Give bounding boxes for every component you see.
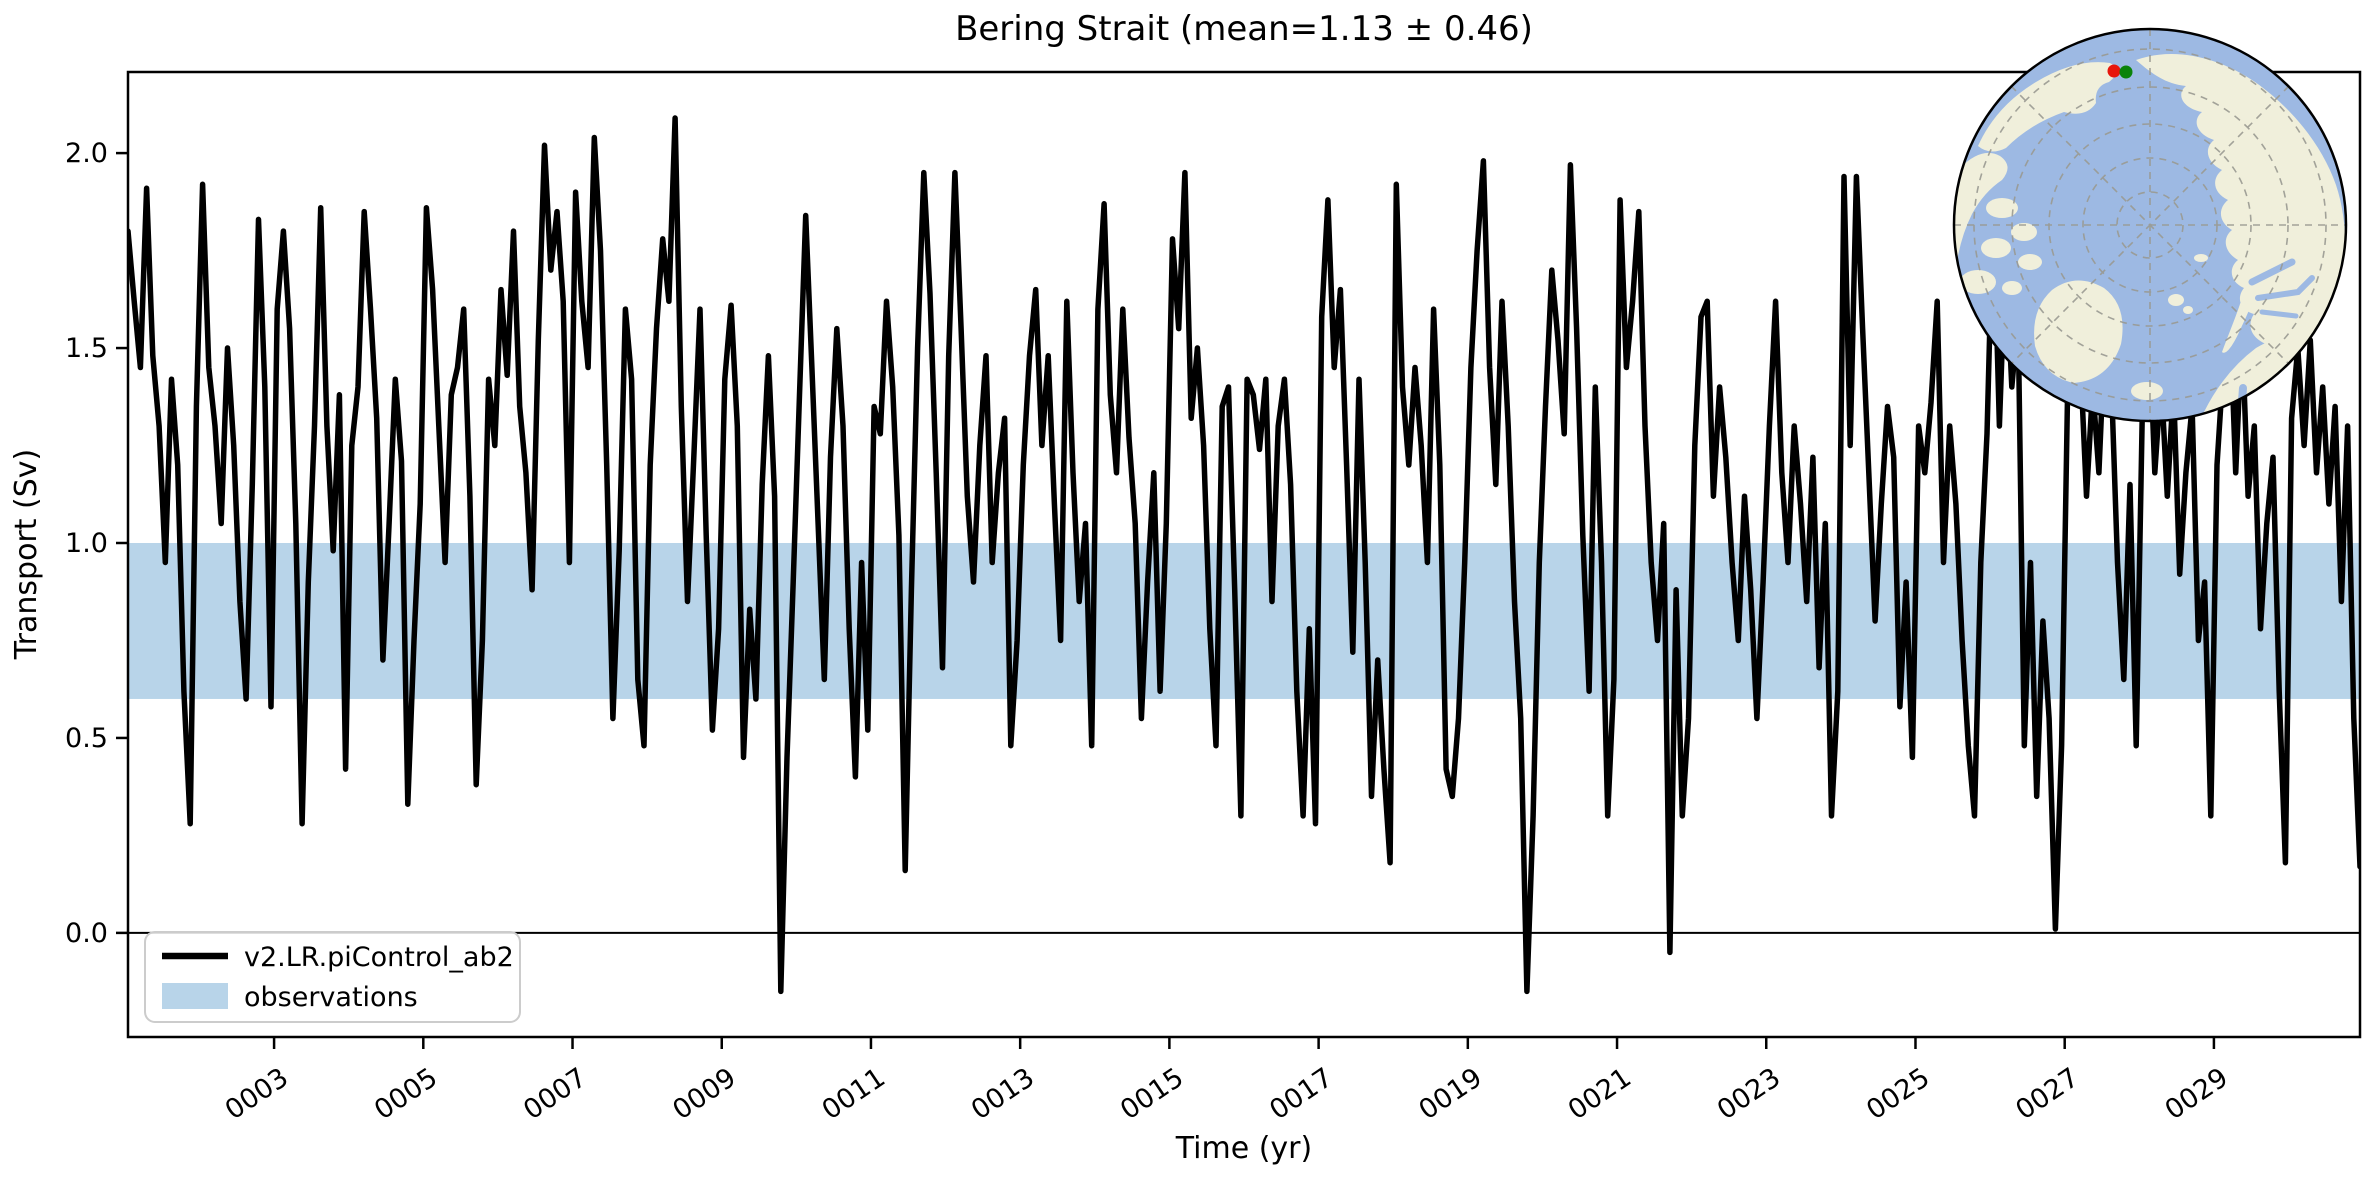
chart-title: Bering Strait (mean=1.13 ± 0.46)	[955, 9, 1533, 49]
x-axis-label: Time (yr)	[1175, 1131, 1312, 1166]
axes-frame	[126, 70, 2362, 1039]
y-tick-label: 0.0	[65, 918, 108, 949]
land-canada	[1954, 152, 2008, 300]
land-island	[1960, 270, 1996, 294]
land-island	[2200, 122, 2210, 128]
legend-box	[144, 931, 521, 1023]
y-tick-label: 1.0	[65, 528, 108, 559]
y-tick-label: 2.0	[65, 138, 108, 169]
strait-location-markers	[2107, 64, 2133, 79]
land-iceland	[2131, 382, 2163, 400]
bering-strait-marker-observation-location	[2119, 65, 2133, 79]
legend: v2.LR.piControl_ab2 observations	[144, 931, 521, 1023]
land-island	[1986, 198, 2018, 218]
land-island	[1981, 238, 2011, 258]
y-tick-label: 1.5	[65, 333, 108, 364]
land-greenland	[2034, 280, 2123, 383]
legend-patch-sample	[162, 983, 228, 1009]
legend-label-model: v2.LR.piControl_ab2	[244, 942, 514, 973]
arctic-inset-map	[1952, 27, 2348, 423]
land-alaska-chukotka	[1978, 62, 2117, 152]
bering-strait-marker-model-location	[2107, 64, 2121, 78]
y-tick-label: 0.5	[65, 723, 108, 754]
y-axis-ticks: 0.0 0.5 1.0 1.5 2.0	[65, 138, 128, 949]
land-island	[2209, 146, 2223, 154]
legend-label-observations: observations	[244, 982, 418, 1013]
transport-line-v2-lr-picontrol-ab2	[128, 115, 2360, 995]
land-franz-josef	[2194, 254, 2208, 262]
land-novaya-zemlya	[2222, 264, 2262, 353]
map-border	[1952, 27, 2348, 423]
land-svalbard	[2183, 306, 2193, 314]
land-island	[2011, 223, 2037, 241]
land-island	[2018, 254, 2042, 270]
y-axis-label: Transport (Sv)	[9, 449, 44, 661]
map-graticule	[1954, 29, 2346, 421]
land-siberia	[2136, 54, 2346, 421]
land-island	[2002, 281, 2022, 295]
land-svalbard	[2168, 294, 2184, 306]
